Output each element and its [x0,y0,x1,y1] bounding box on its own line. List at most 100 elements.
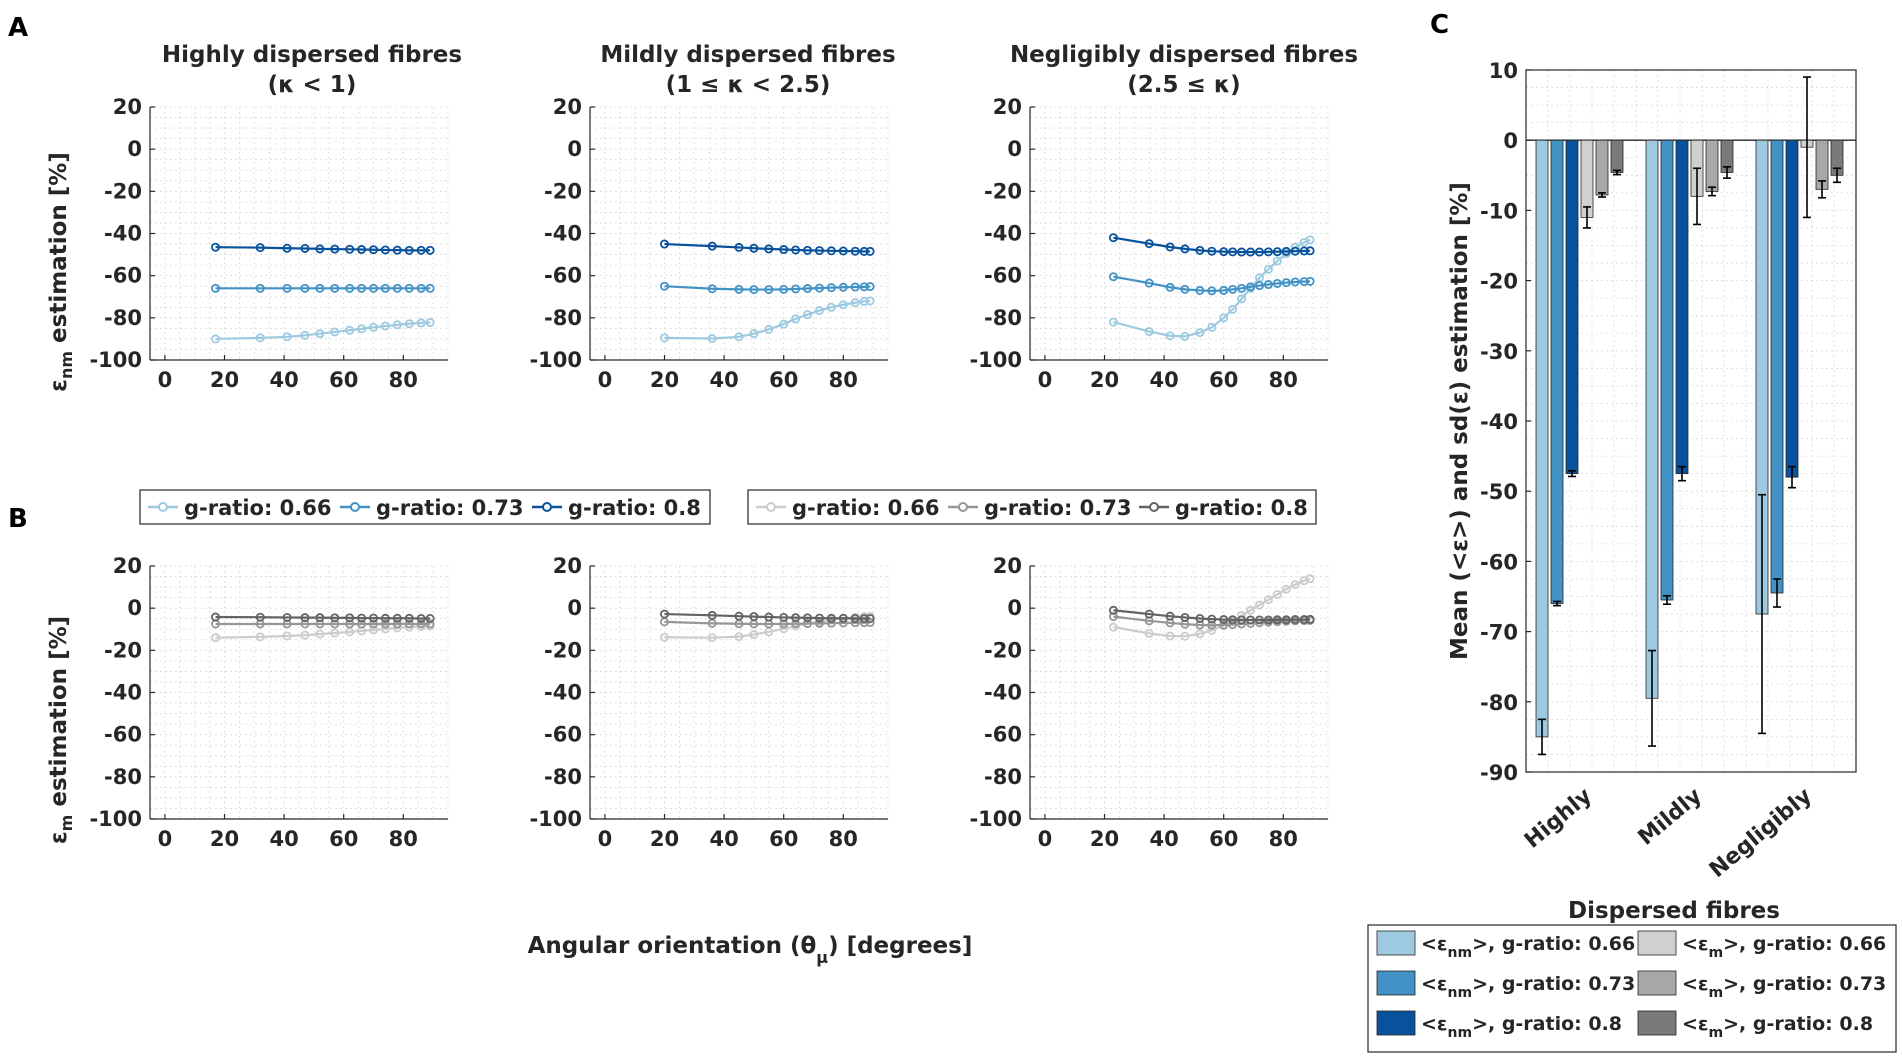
a3-data-point [1237,294,1247,304]
a2-data-point [826,246,836,256]
c-legend-swatch [1376,930,1416,956]
a2-xtick-label: 60 [769,368,798,392]
c-legend-sub: m [1709,945,1724,961]
ylabel-nm-sub: nm [57,351,76,379]
b1-data-point [211,633,221,643]
a2-series-line [664,242,871,253]
c-bar [1770,139,1784,594]
a3-data-point [1219,285,1229,295]
a3-data-point [1228,247,1238,257]
a3-data-point [1272,247,1282,257]
b2-data-point [838,613,848,623]
a2-data-point [803,284,813,294]
c-legend-symbol: <ε [1682,933,1709,955]
b1-ytick-label: 20 [113,554,142,578]
a3-data-point [1195,328,1205,338]
c-legend-label: <εnm>, g-ratio: 0.8 [1421,1013,1622,1041]
c-bar [1660,139,1674,601]
a3-data-point [1263,280,1273,290]
ylabel-nm-rest: estimation [%] [46,152,72,351]
a1-data-point [404,283,414,293]
a1-data-point [345,244,355,254]
c-ytick-label: -80 [1480,691,1518,715]
legend-b-marker-073 [958,502,968,512]
plot-c: -90 -80 -70 -60 -50 -40 -30 -20 -10 0 10 Highly Mild… [1480,59,1857,883]
c-bar [1565,139,1579,475]
a3-data-point [1246,247,1256,257]
b3-data-point [1207,614,1217,624]
b2-data-point [826,618,836,628]
xlabel-post: ) [degrees] [828,933,972,959]
a3-data-point [1305,276,1315,286]
c-ytick-label: -10 [1480,199,1518,223]
legend-b-label-080: g-ratio: 0.8 [1175,496,1308,520]
legend-a: g-ratio: 0.66 g-ratio: 0.73 g-ratio: 0.8 [139,489,711,525]
a3-ytick-label: -60 [984,264,1022,288]
b2-data-point [707,633,717,643]
b2-data-point [734,611,744,621]
b1-data-point [345,613,355,623]
a1-ytick-label: -80 [104,306,142,330]
b1-data-point [345,619,355,629]
a3-data-point [1281,246,1291,256]
b2-ytick-label: -100 [529,807,582,831]
legend-b-marker-080 [1149,502,1159,512]
a1-data-point [282,332,292,342]
b3-data-point [1272,589,1282,599]
b3-data-point [1228,615,1238,625]
a1-data-point [315,244,325,254]
b3-data-point [1180,612,1190,622]
b2-data-point [660,632,670,642]
a1-data-point [392,320,402,330]
a1-ytick-label: -20 [104,179,142,203]
a2-xtick-label: 20 [650,368,679,392]
b2-xtick-label: 80 [829,827,858,851]
a2-data-point [764,244,774,254]
legend-c-box [1367,924,1897,1053]
a3-xtick-label: 40 [1149,368,1178,392]
a1-xtick-label: 40 [269,368,298,392]
a3-data-point [1219,313,1229,323]
b2-data-point [865,613,875,623]
b1-data-point [211,612,221,622]
plot-b1: -100 -80 -60 -40 -20 0 20 0 20 40 60 80 [89,554,449,851]
b3-ytick-label: -20 [984,638,1022,662]
a1-data-point [282,283,292,293]
c-bar [1535,139,1549,738]
b1-data-point [368,619,378,629]
a2-data-point [865,296,875,306]
b1-data-point [404,619,414,629]
title-mildly-line1: Mildly dispersed fibres [600,42,895,68]
a3-ytick-label: -40 [984,222,1022,246]
a2-ytick-label: -60 [544,264,582,288]
c-legend-swatch [1376,970,1416,996]
a2-series-line [664,285,871,291]
plot-a3: -100 -80 -60 -40 -20 0 20 0 20 40 60 80 [969,95,1329,392]
b1-data-point [300,613,310,623]
c-legend-symbol: <ε [1421,1013,1448,1035]
ylabel-row-b: εm estimation [%] [46,616,76,844]
a2-data-point [660,281,670,291]
b1-data-point [315,613,325,623]
a1-ytick-label: -40 [104,222,142,246]
a2-data-point [660,239,670,249]
xlabel-pre: Angular orientation (θ [528,933,817,959]
c-legend-text: >, g-ratio: 0.73 [1472,973,1635,995]
a1-ytick-label: 20 [113,95,142,119]
b2-data-point [803,619,813,629]
c-ytick-label: -50 [1480,480,1518,504]
a1-data-point [416,245,426,255]
b3-data-point [1272,615,1282,625]
b2-data-point [660,609,670,619]
a1-data-point [380,245,390,255]
b3-data-point [1263,595,1273,605]
b3-data-point [1246,605,1256,615]
c-ytick-label: -20 [1480,270,1518,294]
a1-xtick-label: 0 [158,368,173,392]
a1-xtick-label: 80 [389,368,418,392]
a2-data-point [791,314,801,324]
a1-data-point [255,243,265,253]
b2-ytick-label: 20 [553,554,582,578]
b3-data-point [1219,620,1229,630]
a3-data-point [1144,327,1154,337]
